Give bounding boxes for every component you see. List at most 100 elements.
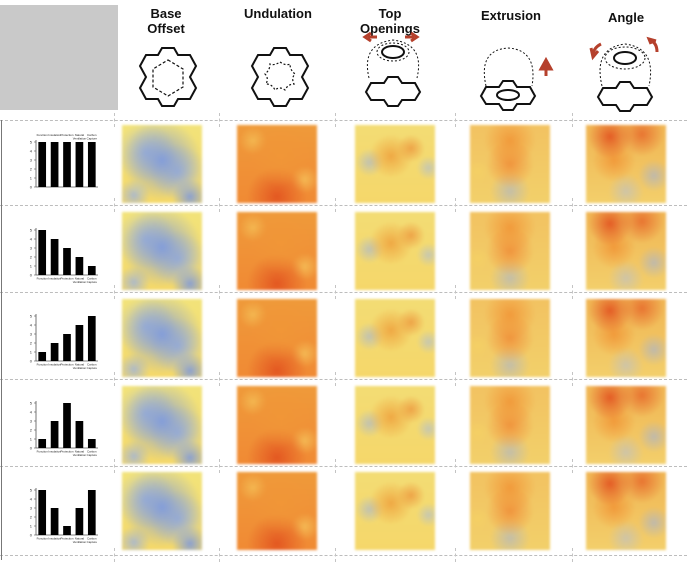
row-divider-2 [0,205,687,206]
category-label: Ventilation [73,366,87,370]
column-separator [112,285,118,299]
y-tick-label: 1 [30,437,33,442]
y-tick-label: 4 [30,237,33,242]
y-tick-label: 5 [30,228,33,233]
heatmap-tile [122,472,202,550]
rotate-right-arrow-icon [646,36,659,53]
heatmap-tile [586,386,666,464]
header-undulation-line1: Undulation [244,6,312,21]
column-separator [217,372,223,386]
column-separator [570,113,576,127]
heatmap-tile [355,299,435,377]
bar [87,439,96,448]
heatmap-tile [470,299,550,377]
heatmap-tile [586,212,666,290]
header-angle: Angle [596,10,656,25]
bar-chart-3: 0 1 2 3 4 5 Function Insulation Protection Natura… [30,314,98,370]
bar [63,403,71,448]
bar [50,508,59,535]
heatmap-tile [237,212,317,290]
heatmap-tile [237,386,317,464]
bar [50,343,59,361]
category-label: Natural [75,277,85,281]
y-tick-label: 5 [30,488,33,493]
column-separator [112,198,118,212]
column-separator [453,459,459,473]
y-tick-label: 2 [30,255,33,260]
y-tick-label: 2 [30,167,33,172]
heatmap-tile [586,125,666,203]
category-label: Protection [60,363,73,367]
category-label: Carbon [87,133,97,137]
heatmap-tile [355,212,435,290]
bar [75,421,84,448]
header-base-offset: Base Offset [133,6,199,36]
category-label: Natural [75,537,85,541]
y-tick-label: 3 [30,246,33,251]
category-label: Carbon [87,537,97,541]
heatmap-tile [470,472,550,550]
category-label: Insulation [48,450,61,454]
bar [87,142,96,187]
heatmap-tile [355,125,435,203]
header-base-offset-line1: Base [150,6,182,21]
y-tick-label: 4 [30,497,33,502]
category-label: Ventilation [73,136,87,140]
row-divider-5 [0,466,687,467]
heatmap-tile [237,299,317,377]
bar [38,230,47,275]
category-label: Capture [87,453,98,457]
bar [63,334,71,361]
heatmap-tile [355,472,435,550]
y-tick-label: 2 [30,428,33,433]
base-offset-diagram [138,47,198,107]
header-base-offset-line2: Offset [147,21,185,36]
bar [50,239,59,275]
heatmap-tile [122,125,202,203]
y-tick-label: 1 [30,350,33,355]
heatmap-tile [355,386,435,464]
column-separator [217,113,223,127]
category-label: Carbon [87,277,97,281]
left-rule [1,120,2,560]
y-tick-label: 3 [30,506,33,511]
category-label: Insulation [48,277,61,281]
y-tick-label: 0 [30,446,33,451]
heatmap-tile [237,125,317,203]
bar-chart-2: 0 1 2 3 4 5 Function Insulation Protection Natura… [30,228,98,284]
y-tick-label: 3 [30,332,33,337]
bar [63,526,71,535]
bar [38,142,47,187]
category-label: Insulation [48,363,61,367]
category-label: Function [37,133,48,137]
category-label: Function [37,277,48,281]
column-separator [112,548,118,562]
arrow-up-icon [538,56,554,76]
bar [75,508,84,535]
column-separator [570,198,576,212]
heatmap-tile [122,212,202,290]
angle-diagram [589,36,659,112]
y-tick-label: 0 [30,359,33,364]
header-extrusion-line1: Extrusion [481,8,541,23]
arrow-right-icon [405,31,420,43]
category-label: Protection [60,277,73,281]
heatmap-tile [122,386,202,464]
column-separator [333,285,339,299]
bar [87,266,96,275]
y-tick-label: 0 [30,533,33,538]
y-tick-label: 0 [30,273,33,278]
bar [50,421,59,448]
top-openings-diagram [362,31,422,107]
category-label: Capture [87,280,98,284]
column-separator [217,285,223,299]
y-tick-label: 4 [30,149,33,154]
heatmap-tile [470,125,550,203]
y-tick-label: 1 [30,264,33,269]
header-top-openings-line1: Top [378,6,402,21]
column-separator [217,198,223,212]
y-tick-label: 4 [30,410,33,415]
y-tick-label: 1 [30,176,33,181]
column-separator [453,113,459,127]
bar [38,490,47,535]
